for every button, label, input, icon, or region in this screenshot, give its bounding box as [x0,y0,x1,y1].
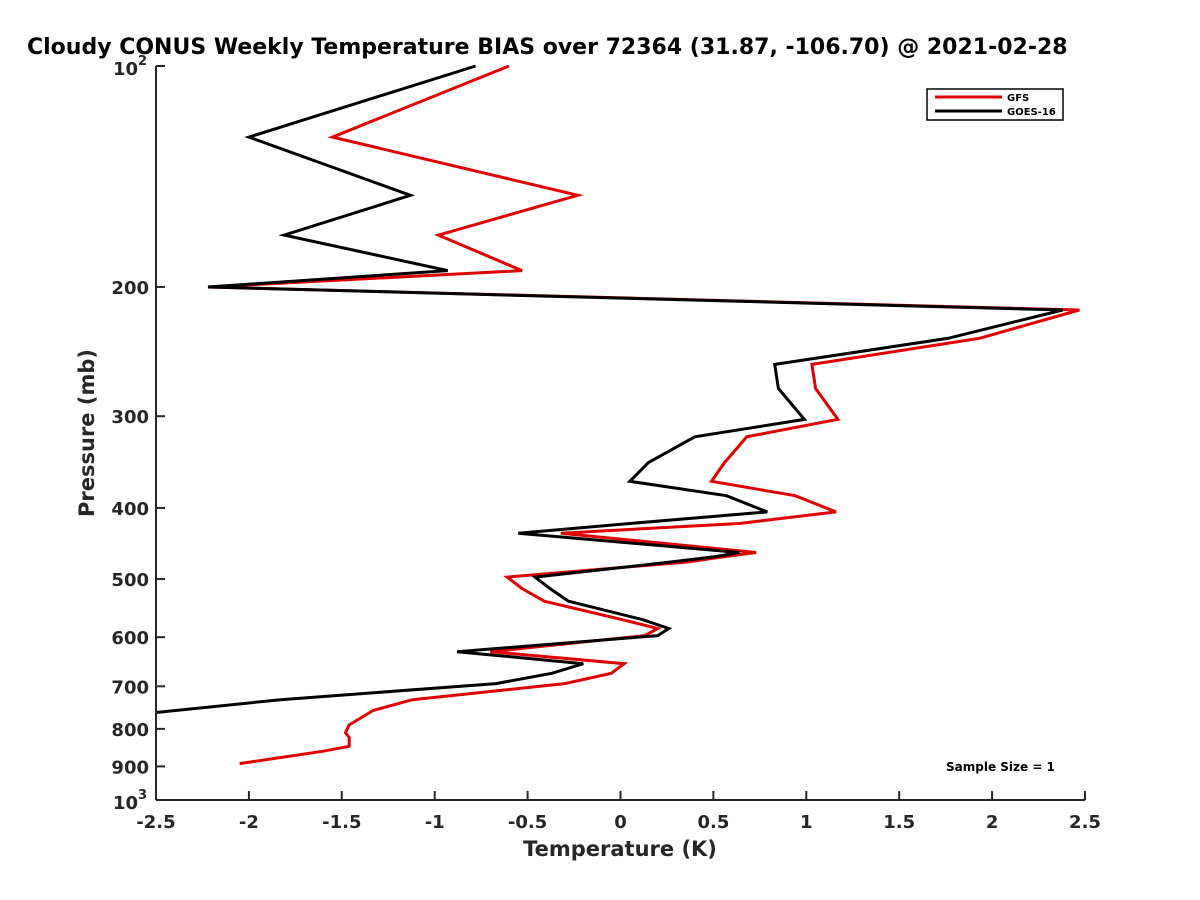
y-tick-label: 300 [111,407,149,428]
y-tick-label: 700 [111,677,149,698]
y-tick-label-exponent: 3 [138,788,147,803]
x-tick-label: -2 [239,812,259,833]
y-tick-label: 900 [111,757,149,778]
series-line-goes-16 [155,64,1064,714]
legend-label-gfs: GFS [1007,93,1029,104]
x-axis-label: Temperature (K) [523,837,717,861]
chart-title: Cloudy CONUS Weekly Temperature BIAS ove… [27,35,1068,60]
x-tick-label: -0.5 [508,812,547,833]
legend: GFS GOES-16 [926,88,1064,121]
y-tick-label: 800 [111,720,149,741]
y-tick-label: 200 [111,278,149,299]
y-tick-label: 10 [113,793,138,814]
x-tick-label: 0 [614,812,627,833]
x-tick-label: -1.5 [322,812,361,833]
x-tick-label: 2.5 [1069,812,1101,833]
legend-box [926,88,1064,121]
series-line-gfs [207,64,1080,766]
x-tick-label: 2 [986,812,999,833]
x-axis-ticks: -2.5 -2 -1.5 -1 -0.5 0 0.5 1 1.5 2 2.5 [136,791,1101,833]
x-tick-label: -2.5 [136,812,175,833]
y-tick-label: 500 [111,570,149,591]
x-tick-label: 1.5 [883,812,915,833]
y-tick-label: 400 [111,499,149,520]
y-tick-label: 600 [111,628,149,649]
y-axis-label: Pressure (mb) [75,349,99,517]
y-tick-label-exponent: 2 [138,54,147,69]
x-tick-label: 0.5 [697,812,729,833]
x-tick-label: -1 [425,812,445,833]
legend-label-goes-16: GOES-16 [1007,107,1056,118]
y-tick-label: 10 [113,59,138,80]
x-tick-label: 1 [800,812,813,833]
sample-size-annotation: Sample Size = 1 [946,760,1055,774]
axes-frame [155,66,1085,801]
series-lines [155,64,1080,766]
